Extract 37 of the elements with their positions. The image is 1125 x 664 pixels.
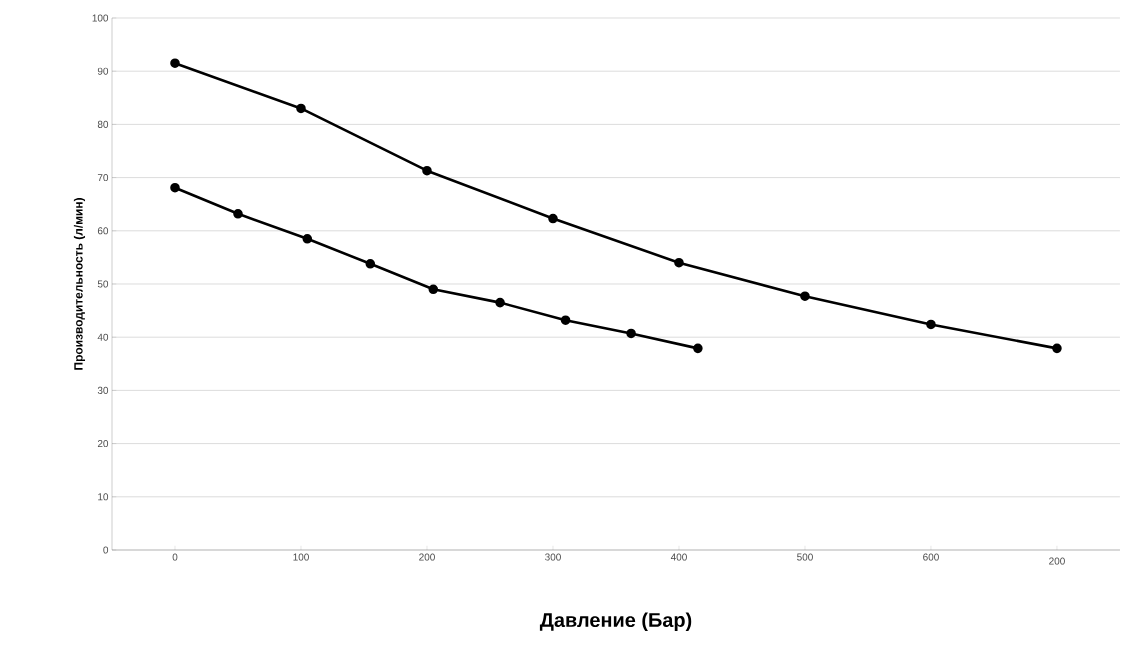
point bbox=[428, 284, 439, 295]
y-tick-label: 90 bbox=[97, 67, 109, 75]
y-tick-label: 40 bbox=[97, 333, 109, 341]
point bbox=[365, 258, 376, 269]
y-tick-label: 10 bbox=[98, 493, 109, 501]
y-axis-title: Производительность (л/мин) bbox=[73, 198, 86, 370]
point bbox=[302, 233, 313, 244]
point bbox=[626, 328, 636, 339]
y-tick-label: 60 bbox=[97, 227, 109, 235]
point bbox=[1052, 343, 1062, 354]
point bbox=[422, 165, 432, 176]
x-tick-label: 500 bbox=[797, 553, 813, 561]
point bbox=[560, 315, 571, 325]
point bbox=[170, 182, 180, 193]
x-axis-title: Давление (Бар) bbox=[539, 612, 692, 631]
point bbox=[296, 103, 306, 114]
y-tick-label: 70 bbox=[97, 174, 109, 182]
point bbox=[674, 257, 684, 268]
x-tick-label: 300 bbox=[545, 553, 561, 561]
x-tick-label: 400 bbox=[670, 553, 687, 561]
y-tick-label: 100 bbox=[92, 14, 109, 22]
point bbox=[233, 208, 243, 219]
point bbox=[800, 291, 810, 302]
x-tick-label: 600 bbox=[923, 553, 939, 561]
y-tick-label: 50 bbox=[97, 280, 109, 288]
y-tick-label: 30 bbox=[97, 386, 109, 394]
y-tick-label: 0 bbox=[103, 546, 109, 554]
y-tick-label: 20 bbox=[97, 440, 109, 448]
y-tick-label: 80 bbox=[97, 120, 109, 128]
point bbox=[170, 58, 180, 68]
point bbox=[693, 343, 703, 354]
point bbox=[495, 297, 505, 308]
x-tick-label: 200 bbox=[419, 553, 435, 561]
point bbox=[926, 319, 936, 330]
x-tick-label: 0 bbox=[172, 553, 178, 561]
point bbox=[548, 213, 558, 224]
x-tick-label: 100 bbox=[293, 553, 309, 561]
